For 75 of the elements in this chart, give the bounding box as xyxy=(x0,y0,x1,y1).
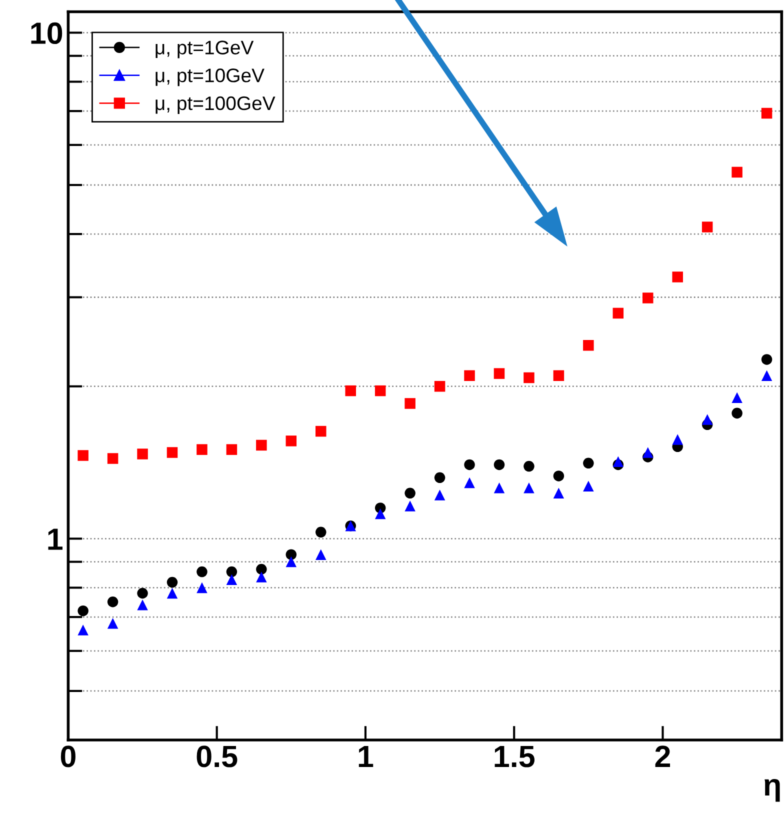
point xyxy=(434,380,446,392)
point xyxy=(732,166,742,178)
point xyxy=(404,488,416,499)
point xyxy=(316,426,326,437)
point xyxy=(107,596,118,608)
point xyxy=(196,444,208,455)
point xyxy=(553,370,564,381)
point xyxy=(286,556,297,568)
point xyxy=(434,490,446,500)
x-tick-label: 0.5 xyxy=(196,746,238,768)
x-tick-label: 1.5 xyxy=(494,746,534,768)
point xyxy=(256,572,267,582)
point xyxy=(583,480,594,492)
legend-label: μ, pt=1GeV xyxy=(156,40,254,58)
y-tick-label: 10 xyxy=(31,22,62,44)
point xyxy=(78,450,88,461)
point xyxy=(137,599,148,610)
point xyxy=(612,456,624,467)
point xyxy=(642,292,654,304)
point xyxy=(166,447,178,458)
point xyxy=(196,582,208,594)
point xyxy=(107,453,118,464)
point xyxy=(524,482,534,494)
point xyxy=(494,482,505,494)
point xyxy=(196,566,208,578)
point xyxy=(672,434,683,445)
legend-label: μ, pt=10GeV xyxy=(156,68,264,86)
point xyxy=(226,444,238,455)
point xyxy=(166,588,178,599)
point xyxy=(404,500,416,512)
point xyxy=(137,448,148,460)
point xyxy=(732,392,742,403)
point xyxy=(612,308,624,319)
point xyxy=(702,414,713,425)
x-axis-title: η xyxy=(764,779,780,802)
point xyxy=(732,408,742,419)
point xyxy=(374,508,386,520)
point xyxy=(494,459,505,470)
point xyxy=(316,549,326,560)
point xyxy=(226,574,238,585)
point xyxy=(78,624,88,636)
point xyxy=(345,385,356,396)
point xyxy=(256,440,267,451)
x-tick-label: 2 xyxy=(655,746,670,767)
x-tick-label: 0 xyxy=(60,746,76,768)
x-tick-label: 1 xyxy=(358,746,374,767)
point xyxy=(137,588,148,599)
point xyxy=(553,470,564,482)
point xyxy=(404,398,416,409)
point xyxy=(286,549,297,560)
point xyxy=(464,370,475,381)
point xyxy=(286,436,297,446)
point xyxy=(256,564,267,575)
point xyxy=(761,370,772,381)
point xyxy=(494,368,505,379)
point xyxy=(583,458,594,469)
point xyxy=(316,526,326,538)
point xyxy=(107,618,118,629)
point xyxy=(524,372,534,384)
point xyxy=(761,354,772,365)
legend-label: μ, pt=100GeV xyxy=(156,96,276,114)
point xyxy=(464,459,475,470)
point xyxy=(524,460,534,472)
point xyxy=(166,576,178,588)
point xyxy=(434,472,446,484)
point xyxy=(761,108,772,119)
point xyxy=(642,447,654,458)
point xyxy=(464,477,475,488)
point xyxy=(553,488,564,499)
point xyxy=(583,340,594,351)
point xyxy=(374,385,386,396)
point xyxy=(702,222,713,232)
point xyxy=(226,566,238,578)
point xyxy=(78,605,88,616)
point xyxy=(672,272,683,282)
